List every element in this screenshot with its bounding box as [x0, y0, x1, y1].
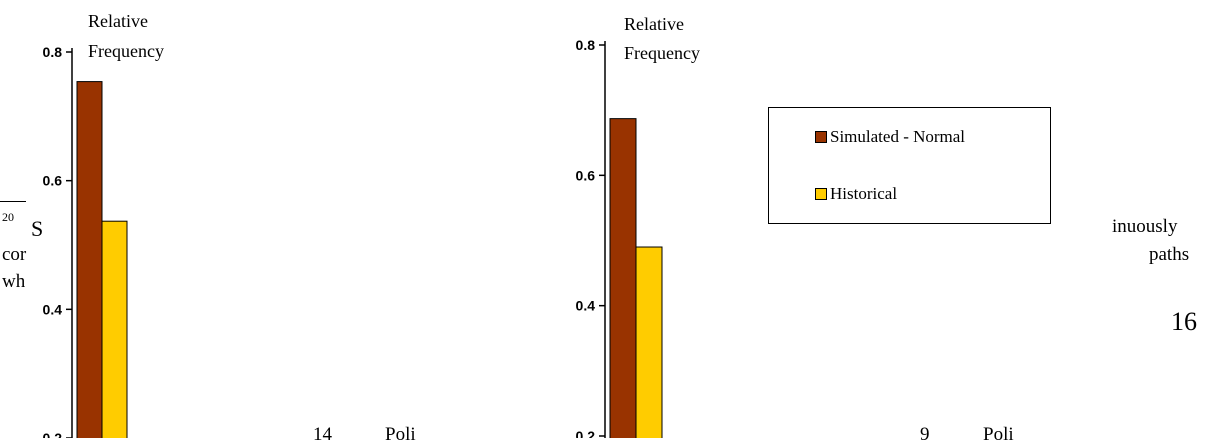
y-tick-label: 0.4: [576, 298, 596, 314]
text-fragment: 9: [920, 424, 930, 445]
footnote-mark: 20: [2, 210, 14, 224]
footnote-rule: [0, 201, 26, 202]
legend-label: Simulated - Normal: [830, 127, 966, 146]
legend-item-historical: Historical: [815, 184, 897, 204]
bar-simulated-normal: [76, 81, 103, 438]
y-tick-label: 0.4: [43, 301, 63, 317]
legend-swatch-icon: [815, 188, 827, 201]
bar-historical: [635, 246, 663, 438]
y-axis-label-line2: Frequency: [88, 41, 164, 61]
y-tick-label: 0.6: [576, 167, 596, 183]
legend-item-simulated-normal: Simulated - Normal: [815, 127, 965, 147]
text-fragment: cor: [2, 244, 27, 265]
legend-label: Historical: [830, 184, 898, 203]
y-tick-label: 0.6: [43, 173, 63, 189]
chart-left: Relative Frequency 0.8 0.6 0.4 0.2: [43, 11, 164, 438]
chart-legend: Simulated - Normal Historical: [768, 107, 1051, 224]
bar-simulated-normal: [609, 118, 637, 438]
text-fragment: wh: [2, 271, 26, 292]
y-axis-label-line1: Relative: [88, 11, 148, 31]
y-tick-label: 0.2: [43, 430, 63, 438]
y-axis-label-line2: Frequency: [624, 43, 700, 63]
chart-right: Relative Frequency 0.8 0.6 0.4 0.2: [576, 14, 700, 438]
text-fragment: inuously: [1112, 216, 1178, 237]
y-tick-label: 0.2: [576, 428, 596, 438]
y-axis-label-line1: Relative: [624, 14, 684, 34]
text-fragment: S: [31, 216, 44, 241]
y-tick-label: 0.8: [43, 44, 63, 60]
y-tick-label: 0.8: [576, 37, 596, 53]
legend-swatch-icon: [815, 131, 827, 144]
text-fragment: paths: [1149, 244, 1190, 265]
bar-historical: [101, 220, 128, 438]
page-number: 16: [1171, 307, 1197, 336]
